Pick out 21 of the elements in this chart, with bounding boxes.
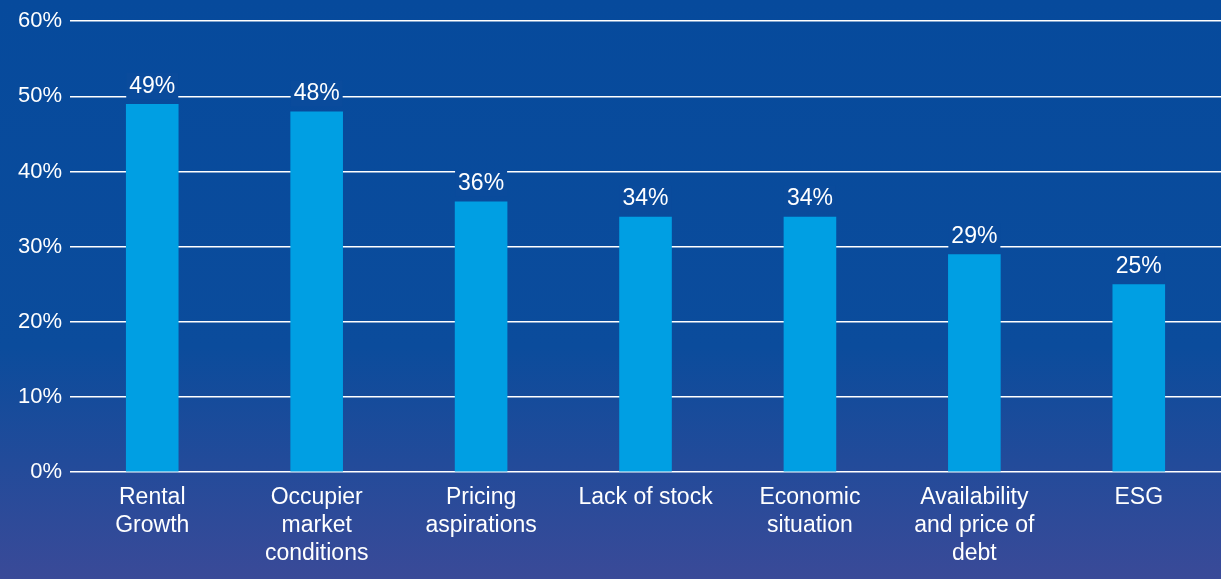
x-tick-label: Occupier market conditions xyxy=(264,483,369,565)
y-tick-label: 40% xyxy=(17,157,63,183)
data-label: 34% xyxy=(622,184,669,211)
y-tick-label: 0% xyxy=(30,458,63,484)
x-tick-label: Lack of stock xyxy=(578,483,714,510)
x-tick-label: Rental Growth xyxy=(115,483,190,537)
x-tick-label: Economic situation xyxy=(759,483,861,537)
x-tick-label: ESG xyxy=(1114,483,1164,510)
data-label: 25% xyxy=(1115,252,1162,279)
data-label: 49% xyxy=(129,71,176,98)
data-label: 34% xyxy=(786,184,833,211)
y-tick-label: 30% xyxy=(17,232,63,258)
y-tick-label: 50% xyxy=(17,82,63,108)
data-label: 48% xyxy=(293,79,340,106)
x-tick-label: Pricing aspirations xyxy=(425,483,537,537)
x-tick-label: Availability and price of debt xyxy=(914,483,1036,565)
y-tick-label: 60% xyxy=(17,7,63,33)
data-label: 29% xyxy=(951,222,998,249)
y-tick-label: 10% xyxy=(17,383,63,409)
data-label: 36% xyxy=(458,169,505,196)
y-tick-label: 20% xyxy=(17,307,63,333)
